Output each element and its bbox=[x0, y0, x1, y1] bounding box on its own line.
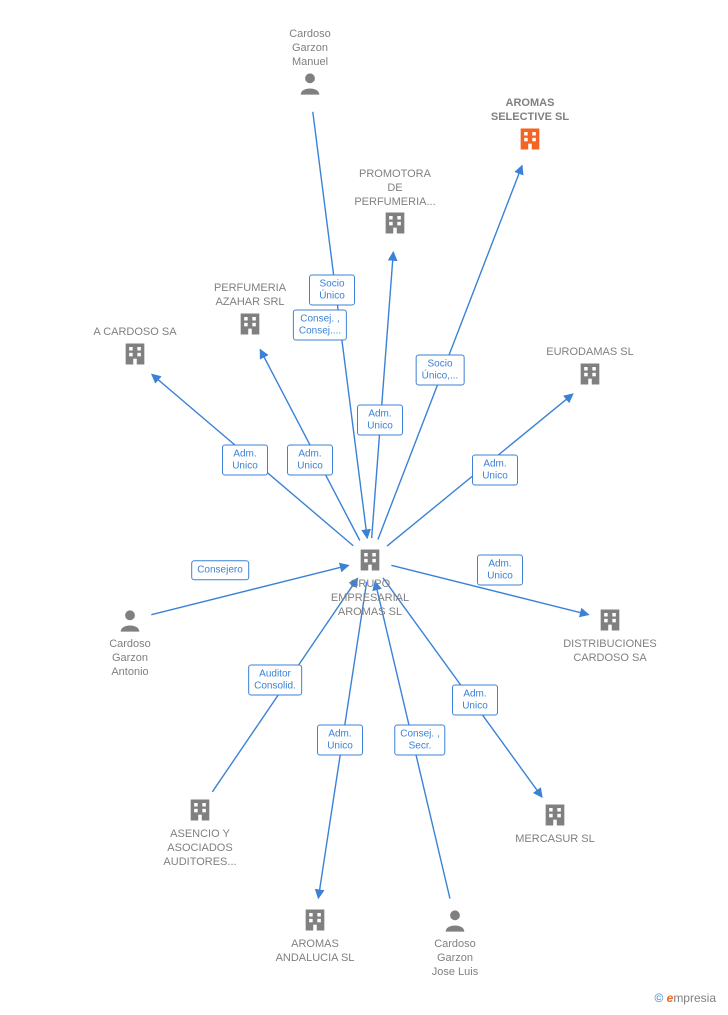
node-asencio[interactable]: ASENCIO YASOCIADOSAUDITORES... bbox=[140, 796, 260, 869]
diagram-canvas bbox=[0, 0, 728, 1015]
copyright-symbol: © bbox=[654, 991, 663, 1005]
node-aromas_andalucia[interactable]: AROMASANDALUCIA SL bbox=[255, 906, 375, 966]
node-label: A CARDOSO SA bbox=[75, 326, 195, 340]
brand-rest: mpresia bbox=[673, 991, 716, 1005]
node-cardoso_manuel[interactable]: CardosoGarzonManuel bbox=[250, 28, 370, 101]
node-label: PROMOTORADEPERFUMERIA... bbox=[335, 168, 455, 209]
node-label: GRUPOEMPRESARIALAROMAS SL bbox=[310, 578, 430, 619]
node-label: MERCASUR SL bbox=[495, 833, 615, 847]
node-eurodamas[interactable]: EURODAMAS SL bbox=[530, 346, 650, 392]
edge-label: Adm. Unico bbox=[472, 455, 518, 486]
node-cardoso_antonio[interactable]: CardosoGarzonAntonio bbox=[70, 606, 190, 679]
edge-label: Consejero bbox=[191, 560, 249, 580]
node-center[interactable]: GRUPOEMPRESARIALAROMAS SL bbox=[310, 546, 430, 619]
node-cardoso_joseluis[interactable]: CardosoGarzonJose Luis bbox=[395, 906, 515, 979]
edge-label: Adm. Unico bbox=[357, 405, 403, 436]
edge bbox=[372, 252, 394, 538]
edge-label: Auditor Consolid. bbox=[248, 665, 302, 696]
node-mercasur[interactable]: MERCASUR SL bbox=[495, 801, 615, 847]
edge-label: Adm. Unico bbox=[317, 725, 363, 756]
edge-label: Adm. Unico bbox=[452, 685, 498, 716]
node-label: PERFUMERIAAZAHAR SRL bbox=[190, 282, 310, 310]
node-aromas_selective[interactable]: AROMASSELECTIVE SL bbox=[470, 97, 590, 157]
edge-label: Adm. Unico bbox=[477, 555, 523, 586]
node-label: DISTRIBUCIONESCARDOSO SA bbox=[550, 638, 670, 666]
edge-label: Adm. Unico bbox=[222, 445, 268, 476]
node-label: AROMASANDALUCIA SL bbox=[255, 938, 375, 966]
node-label: CardosoGarzonAntonio bbox=[70, 638, 190, 679]
node-promotora[interactable]: PROMOTORADEPERFUMERIA... bbox=[335, 168, 455, 241]
node-label: EURODAMAS SL bbox=[530, 346, 650, 360]
edge-label: Consej. , Secr. bbox=[394, 725, 445, 756]
node-label: ASENCIO YASOCIADOSAUDITORES... bbox=[140, 828, 260, 869]
edge-label: Consej. , Consej.... bbox=[293, 310, 347, 341]
node-label: CardosoGarzonManuel bbox=[250, 28, 370, 69]
node-a_cardoso[interactable]: A CARDOSO SA bbox=[75, 326, 195, 372]
node-label: AROMASSELECTIVE SL bbox=[470, 97, 590, 125]
node-distribuciones[interactable]: DISTRIBUCIONESCARDOSO SA bbox=[550, 606, 670, 666]
edge-label: Adm. Unico bbox=[287, 445, 333, 476]
edge-label: Socio Único,... bbox=[416, 355, 465, 386]
edge-label: Socio Único bbox=[309, 275, 355, 306]
footer-credit: © empresia bbox=[654, 991, 716, 1005]
node-label: CardosoGarzonJose Luis bbox=[395, 938, 515, 979]
